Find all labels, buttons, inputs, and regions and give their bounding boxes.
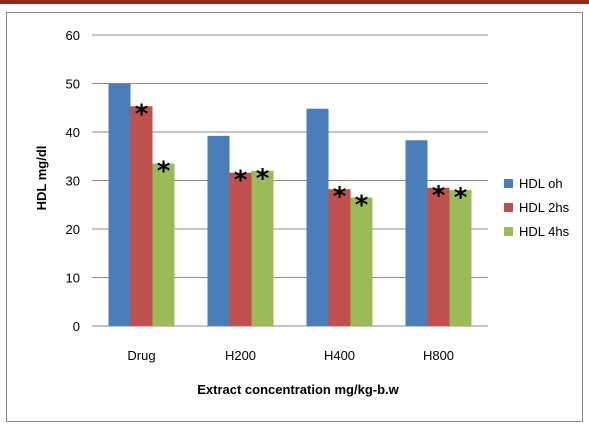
x-tick-label: H200: [225, 348, 256, 363]
bar-h200-series-2: [251, 170, 274, 326]
significance-star: *: [256, 164, 270, 194]
x-tick-label: H800: [423, 348, 454, 363]
y-tick-labels: 0 10 20 30 40 50 60: [66, 28, 80, 334]
x-tick-label: H400: [324, 348, 355, 363]
significance-star: *: [135, 99, 149, 129]
significance-star: *: [234, 166, 248, 196]
y-tick-label: 40: [66, 125, 80, 140]
bar-h800-series-0: [405, 140, 428, 326]
legend-label: HDL 4hs: [519, 224, 570, 239]
header-rule: [0, 0, 589, 4]
bar-drug-series-0: [108, 83, 131, 326]
bar-h200-series-1: [229, 172, 252, 326]
bar-h400-series-1: [328, 189, 351, 326]
bar-h800-series-1: [427, 187, 450, 326]
significance-star: *: [454, 183, 468, 213]
significance-markers: * * * * * * * *: [135, 99, 468, 220]
bar-h400-series-0: [306, 108, 329, 326]
y-tick-label: 60: [66, 28, 80, 43]
bar-drug-series-1: [130, 106, 153, 326]
chart-frame: [6, 12, 583, 422]
x-axis-title: Extract concentration mg/kg-b.w: [197, 382, 399, 397]
bar-h400-series-2: [350, 197, 373, 326]
y-tick-label: 30: [66, 174, 80, 189]
bar-h200-series-0: [207, 135, 230, 326]
y-axis-title: HDL mg/dl: [34, 146, 49, 211]
significance-star: *: [333, 182, 347, 212]
legend-swatch: [504, 227, 513, 236]
significance-star: *: [157, 157, 171, 187]
y-tick-label: 50: [66, 77, 80, 92]
legend-swatch: [504, 203, 513, 212]
bar-drug-series-2: [152, 163, 175, 326]
y-tick-label: 0: [73, 319, 80, 334]
legend-swatch: [504, 179, 513, 188]
legend-label: HDL oh: [519, 176, 563, 191]
legend: HDL oh HDL 2hs HDL 4hs: [504, 176, 570, 239]
bars: [108, 83, 472, 326]
y-tick-label: 10: [66, 271, 80, 286]
x-tick-label: Drug: [127, 348, 155, 363]
significance-star: *: [355, 190, 369, 220]
significance-star: *: [432, 181, 446, 211]
y-tick-label: 20: [66, 222, 80, 237]
bar-h800-series-2: [449, 190, 472, 326]
x-tick-labels: Drug H200 H400 H800: [127, 348, 454, 363]
legend-label: HDL 2hs: [519, 200, 570, 215]
